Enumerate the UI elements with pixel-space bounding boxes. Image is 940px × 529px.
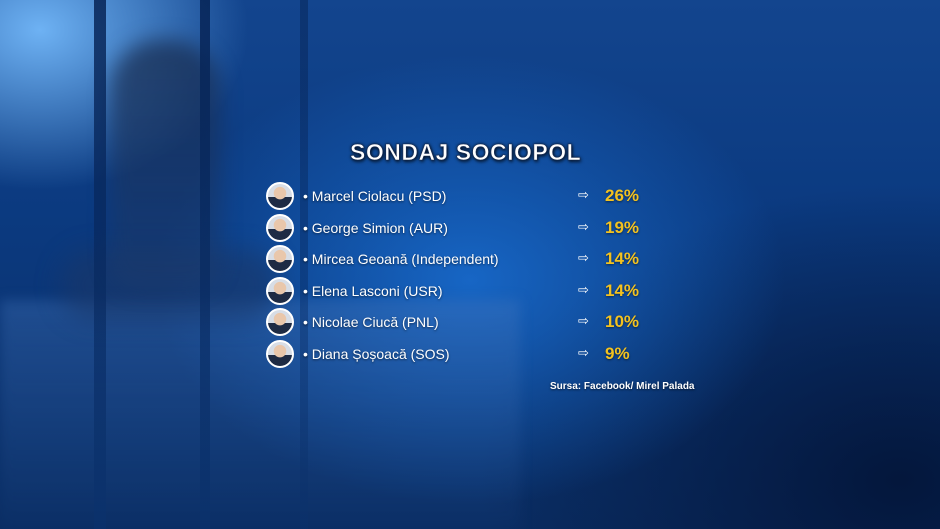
candidate-portrait-icon (266, 276, 294, 305)
background-bar (200, 0, 210, 529)
candidate-percent: 9% (605, 343, 630, 363)
candidate-portrait-icon (266, 308, 294, 336)
poll-title: SONDAJ SOCIOPOL (350, 139, 582, 166)
candidate-name: • Nicolae Ciucă (PNL) (303, 314, 439, 330)
candidate-name: • Elena Lasconi (USR) (303, 282, 443, 299)
candidate-row: • Marcel Ciolacu (PSD) ⇨ 26% (266, 181, 666, 213)
candidate-percent: 19% (605, 217, 640, 237)
candidate-portrait-icon (266, 213, 294, 242)
candidate-percent: 14% (605, 249, 640, 268)
candidate-portrait-icon (266, 339, 294, 368)
candidate-percent: 10% (605, 312, 640, 331)
right-arrow-icon: ⇨ (578, 218, 589, 234)
candidate-row: • George Simion (AUR) ⇨ 19% (266, 213, 666, 245)
right-arrow-icon: ⇨ (578, 313, 589, 328)
background-table-surface (0, 300, 520, 529)
candidate-percent: 26% (605, 186, 640, 205)
source-credit: Sursa: Facebook/ Mirel Palada (550, 381, 695, 392)
candidate-row: • Mircea Geoană (Independent) ⇨ 14% (266, 244, 666, 276)
background-bar (300, 0, 308, 529)
candidate-row: • Elena Lasconi (USR) ⇨ 14% (266, 276, 666, 308)
right-arrow-icon: ⇨ (578, 187, 589, 202)
candidate-name: • Diana Șoșoacă (SOS) (303, 345, 450, 362)
right-arrow-icon: ⇨ (578, 344, 589, 360)
candidate-list: • Marcel Ciolacu (PSD) ⇨ 26% • George Si… (266, 181, 666, 370)
candidate-name: • George Simion (AUR) (303, 219, 448, 236)
candidate-portrait-icon (266, 245, 294, 273)
candidate-row: • Diana Șoșoacă (SOS) ⇨ 9% (266, 339, 666, 371)
candidate-percent: 14% (605, 280, 640, 300)
candidate-name: • Marcel Ciolacu (PSD) (303, 188, 447, 204)
candidate-portrait-icon (266, 182, 294, 210)
candidate-name: • Mircea Geoană (Independent) (303, 251, 499, 267)
right-arrow-icon: ⇨ (578, 281, 589, 297)
right-arrow-icon: ⇨ (578, 250, 589, 265)
candidate-row: • Nicolae Ciucă (PNL) ⇨ 10% (266, 307, 666, 339)
background-bar (94, 0, 106, 529)
